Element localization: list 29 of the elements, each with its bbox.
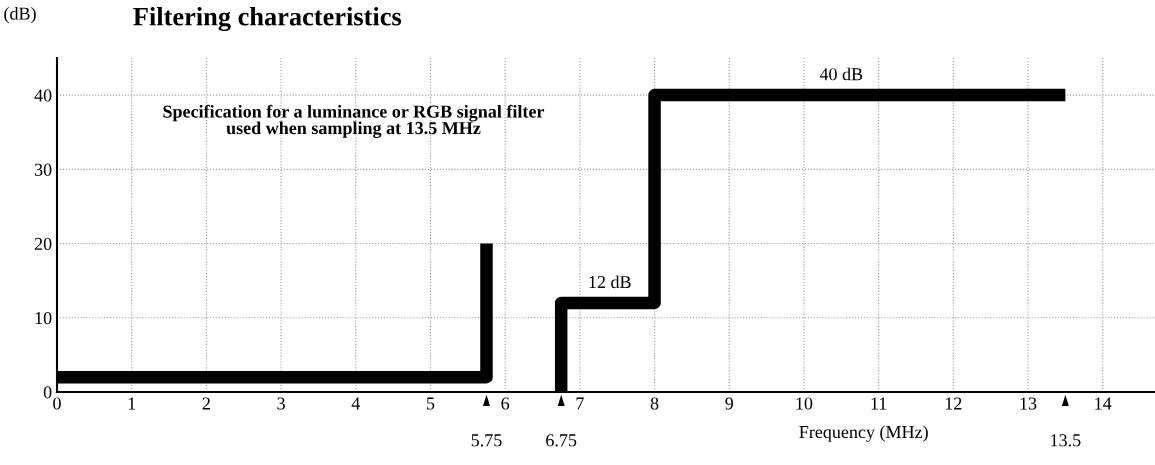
x-tick-label: 6 [501, 397, 510, 410]
y-tick-label: 10 [35, 312, 52, 325]
annotation: Specification for a luminance or RGB signal filter used when sampling at 13.5 MHz [163, 104, 545, 138]
x-tick-label: 5 [427, 397, 435, 410]
x-tick-label: 2 [202, 397, 210, 410]
x-tick-label: 8 [650, 397, 659, 410]
y-tick-label: 0 [43, 386, 52, 399]
x-axis-title: Frequency (MHz) [799, 425, 928, 442]
chart-title: Filtering characteristics [133, 6, 402, 32]
x-tick-label: 9 [725, 397, 734, 410]
y-axis-title: (dB) [4, 6, 36, 24]
x2-tick-label: 5.75 [471, 434, 502, 447]
x-tick-label: 11 [871, 397, 887, 410]
x-tick-label: 13 [1020, 397, 1037, 410]
y-tick-label: 30 [34, 163, 52, 176]
x2-tick-label: 13.5 [1051, 434, 1081, 447]
x-tick-label: 4 [351, 397, 361, 410]
x-tick-label: 14 [1095, 397, 1112, 410]
y-tick-label: 20 [34, 237, 52, 250]
x-tick-label: 0 [53, 397, 61, 410]
annotation: 40 dB [819, 67, 863, 81]
x-tick-label: 1 [128, 397, 136, 410]
x-tick-label: 10 [796, 397, 813, 410]
x-tick-label: 7 [576, 397, 584, 410]
annotation: 12 dB [589, 275, 631, 289]
y-tick-label: 40 [34, 89, 52, 102]
x-tick-label: 3 [277, 397, 285, 410]
x-tick-label: 12 [945, 397, 962, 410]
x2-tick-label: 6.75 [546, 434, 577, 447]
